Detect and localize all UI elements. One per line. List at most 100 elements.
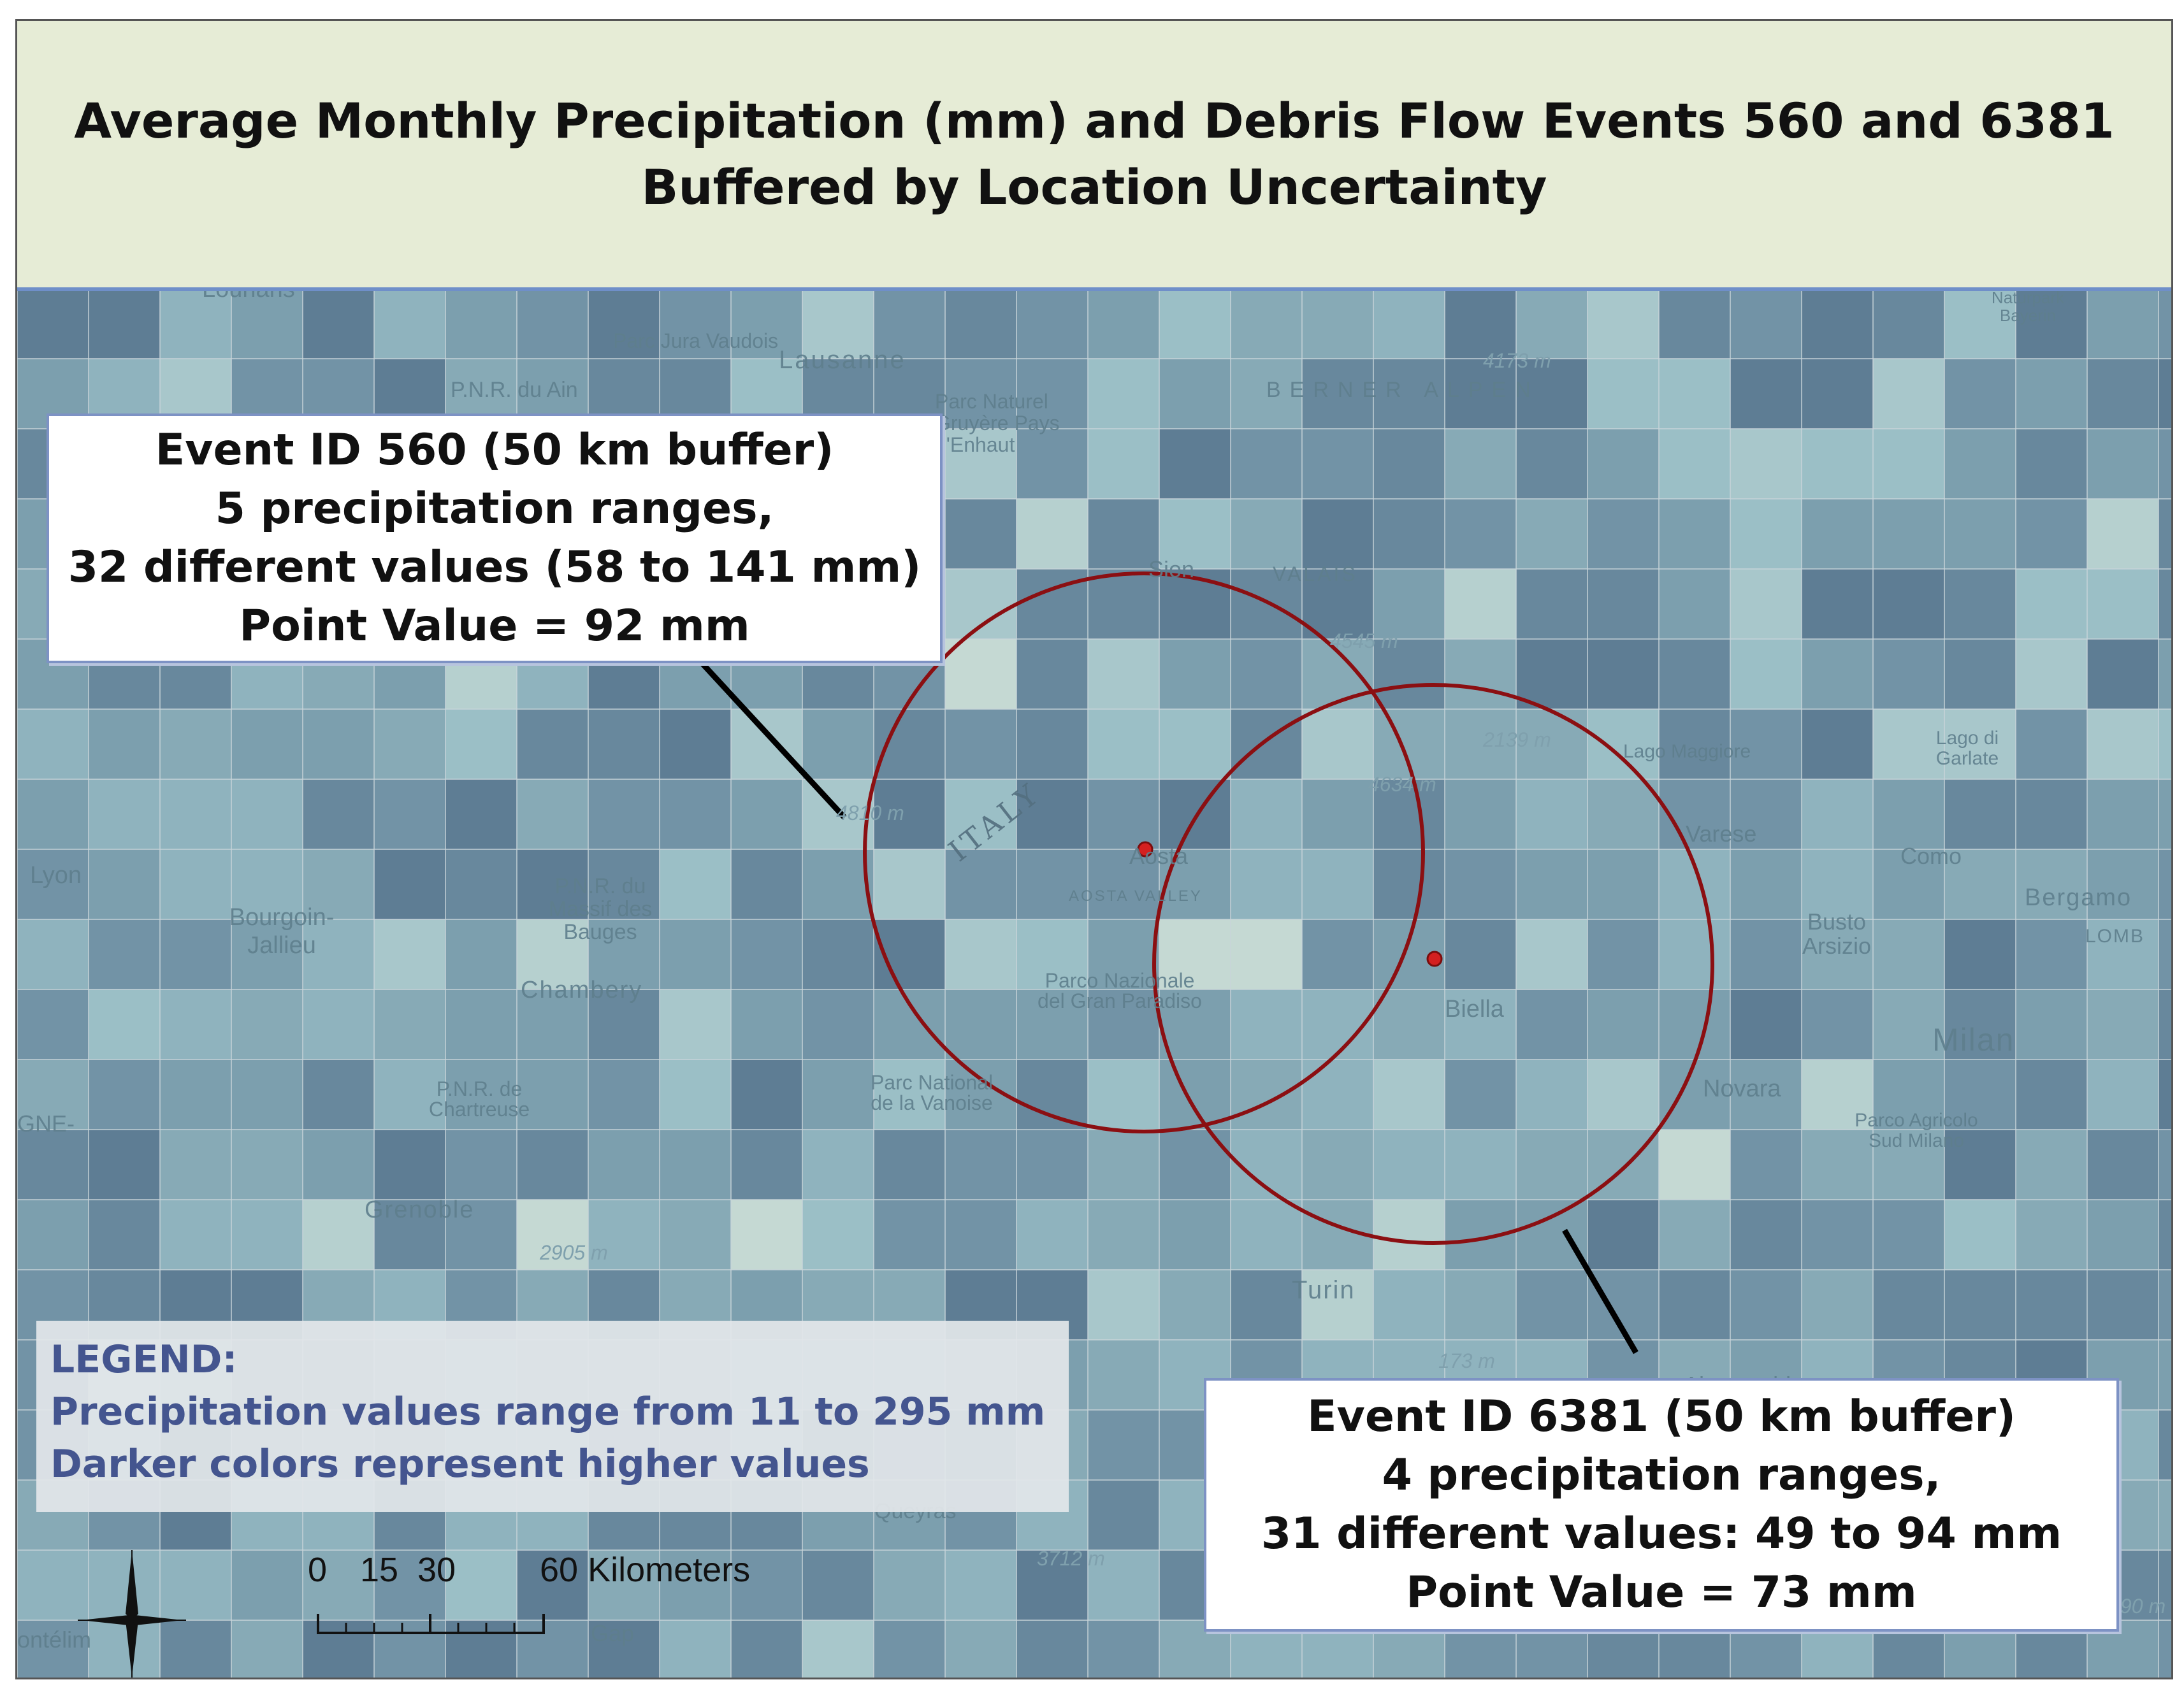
precipitation-cell <box>802 709 874 779</box>
precipitation-cell <box>945 359 1016 429</box>
precipitation-cell <box>17 1620 89 1678</box>
precipitation-cell <box>945 499 1016 569</box>
precipitation-cell <box>445 1130 517 1200</box>
precipitation-cell <box>1445 1270 1516 1340</box>
precipitation-cell <box>1088 919 1159 989</box>
precipitation-cell <box>1088 1130 1159 1200</box>
precipitation-cell <box>445 709 517 779</box>
precipitation-cell <box>1944 1270 2016 1340</box>
precipitation-cell <box>2159 639 2171 709</box>
precipitation-cell <box>1659 989 1730 1060</box>
place-label: Lago Maggiore <box>1623 741 1751 762</box>
precipitation-cell <box>588 919 660 989</box>
precipitation-cell <box>89 1550 160 1620</box>
precipitation-cell <box>17 779 89 849</box>
scale-bar-ruler <box>317 1614 545 1634</box>
precipitation-cell <box>1802 1130 1873 1200</box>
precipitation-cell <box>1302 919 1373 989</box>
precipitation-cell <box>1730 709 1802 779</box>
precipitation-cell <box>660 849 731 919</box>
precipitation-cell <box>1944 919 2016 989</box>
precipitation-cell <box>1302 569 1373 639</box>
precipitation-cell <box>2159 919 2171 989</box>
precipitation-cell <box>1730 639 1802 709</box>
callout-event-6381: Event ID 6381 (50 km buffer) 4 precipita… <box>1204 1378 2119 1632</box>
precipitation-cell <box>1944 499 2016 569</box>
precipitation-cell <box>1659 1130 1730 1200</box>
precipitation-cell <box>2016 569 2087 639</box>
precipitation-cell <box>517 919 588 989</box>
precipitation-cell <box>1159 709 1231 779</box>
precipitation-cell <box>445 1550 517 1620</box>
place-label: Biella <box>1445 996 1504 1023</box>
leader-6381 <box>1562 1228 1638 1355</box>
callout-line: 31 different values: 49 to 94 mm <box>1261 1509 2062 1559</box>
precipitation-cell <box>2159 1550 2171 1620</box>
place-label: Parc National de la Vanoise <box>870 1071 994 1114</box>
precipitation-cell <box>1873 289 1944 359</box>
precipitation-cell <box>1302 709 1373 779</box>
precipitation-cell <box>303 1060 374 1130</box>
scale-tick-label: 15 <box>360 1551 399 1589</box>
precipitation-cell <box>2159 289 2171 359</box>
precipitation-cell <box>588 1620 660 1678</box>
precipitation-cell <box>1231 1270 1302 1340</box>
precipitation-cell <box>1516 709 1587 779</box>
precipitation-cell <box>2016 359 2087 429</box>
precipitation-cell <box>517 709 588 779</box>
precipitation-cell <box>945 709 1016 779</box>
precipitation-cell <box>1802 779 1873 849</box>
precipitation-cell <box>1802 989 1873 1060</box>
map-frame: Louhans Parc Jura Vaudois Lausanne P.N.R… <box>15 19 2173 1679</box>
precipitation-cell <box>1802 1270 1873 1340</box>
place-label: Aosta <box>1129 843 1189 869</box>
callout-line: Point Value = 73 mm <box>1406 1567 1917 1618</box>
place-label: Bergamo <box>2025 884 2132 911</box>
precipitation-cell <box>1587 709 1659 779</box>
precipitation-cell <box>374 849 445 919</box>
precipitation-cell <box>802 1550 874 1620</box>
precipitation-cell <box>231 1620 303 1678</box>
precipitation-cell <box>517 1550 588 1620</box>
elevation-label: 4810 m <box>836 801 904 824</box>
precipitation-cell <box>1659 639 1730 709</box>
precipitation-cell <box>1730 499 1802 569</box>
precipitation-cell <box>874 1620 945 1678</box>
precipitation-cell <box>945 849 1016 919</box>
precipitation-cell <box>17 289 89 359</box>
place-label: AOSTA VALLEY <box>1069 888 1203 905</box>
precipitation-cell <box>2159 1200 2171 1270</box>
precipitation-cell <box>17 849 89 919</box>
leader-560 <box>689 649 847 820</box>
precipitation-cell <box>231 779 303 849</box>
precipitation-cell <box>1587 359 1659 429</box>
precipitation-cell <box>1088 639 1159 709</box>
precipitation-cell <box>1944 1200 2016 1270</box>
precipitation-cell <box>374 779 445 849</box>
event-6381-point <box>1426 951 1443 967</box>
precipitation-cell <box>1445 709 1516 779</box>
precipitation-cell <box>1445 1130 1516 1200</box>
precipitation-cell <box>1231 709 1302 779</box>
place-label: Lyon <box>30 862 82 889</box>
callout-line: 32 different values (58 to 141 mm) <box>68 542 922 593</box>
precipitation-cell <box>445 779 517 849</box>
precipitation-cell <box>1659 1060 1730 1130</box>
precipitation-cell <box>89 989 160 1060</box>
precipitation-cell <box>374 709 445 779</box>
precipitation-cell <box>660 1130 731 1200</box>
precipitation-cell <box>1944 779 2016 849</box>
precipitation-cell <box>445 919 517 989</box>
precipitation-cell <box>588 1550 660 1620</box>
precipitation-cell <box>1802 919 1873 989</box>
precipitation-cell <box>2159 779 2171 849</box>
precipitation-cell <box>945 1550 1016 1620</box>
place-label: Busto Arsizio <box>1802 909 1872 959</box>
precipitation-cell <box>445 1060 517 1130</box>
precipitation-cell <box>1159 289 1231 359</box>
precipitation-cell <box>1088 1200 1159 1270</box>
precipitation-cell <box>1159 1130 1231 1200</box>
precipitation-cell <box>1302 1060 1373 1130</box>
precipitation-cell <box>1373 989 1445 1060</box>
precipitation-cell <box>1445 359 1516 429</box>
